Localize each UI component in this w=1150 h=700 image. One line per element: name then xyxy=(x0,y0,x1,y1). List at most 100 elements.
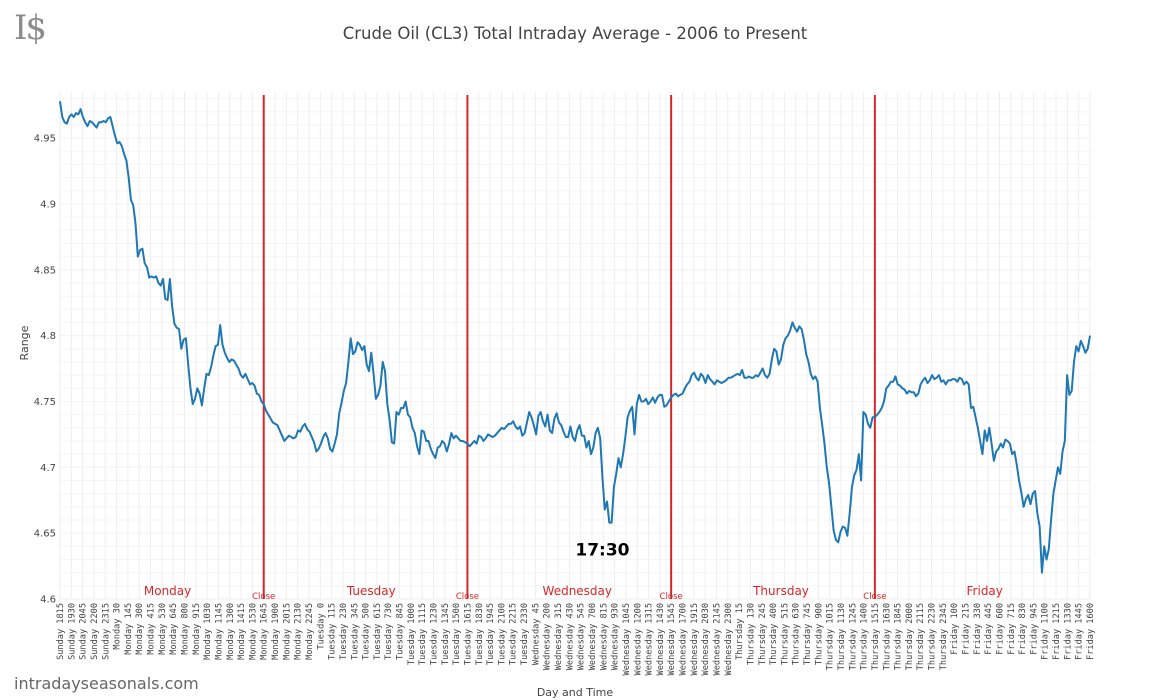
x-tick-label: Wednesday 2145 xyxy=(712,603,722,675)
y-tick-label: 4.75 xyxy=(34,397,56,408)
x-tick-label: Monday 800 xyxy=(181,603,191,655)
x-tick-label: Monday 1145 xyxy=(214,603,224,660)
y-tick-label: 4.85 xyxy=(34,265,56,276)
x-tick-label: Thursday 1630 xyxy=(882,603,892,670)
x-tick-label: Friday 215 xyxy=(961,603,971,655)
x-tick-label: Monday 645 xyxy=(169,603,179,655)
x-tick-label: Sunday 2200 xyxy=(90,603,100,660)
x-tick-label: Monday 2245 xyxy=(305,603,315,660)
x-tick-label: Thursday 630 xyxy=(792,603,802,665)
x-tick-label: Tuesday 1230 xyxy=(430,603,440,665)
x-tick-label: Tuesday 2330 xyxy=(520,603,530,665)
x-tick-label: Thursday 515 xyxy=(780,603,790,665)
close-marker-label: Close xyxy=(863,592,886,602)
day-label: Friday xyxy=(967,584,1003,598)
close-marker-label: Close xyxy=(660,592,683,602)
x-tick-label: Tuesday 1500 xyxy=(452,603,462,665)
x-tick-label: Friday 1445 xyxy=(1075,603,1085,660)
y-tick-label: 4.8 xyxy=(40,331,56,342)
x-tick-label: Monday 415 xyxy=(147,603,157,655)
day-label: Thursday xyxy=(752,584,809,598)
x-tick-label: Friday 1100 xyxy=(1041,603,1051,660)
x-tick-label: Thursday 2345 xyxy=(939,603,949,670)
x-tick-label: Friday 445 xyxy=(984,603,994,655)
y-tick-label: 4.65 xyxy=(34,529,56,540)
x-tick-label: Tuesday 1945 xyxy=(486,603,496,665)
x-tick-label: Tuesday 345 xyxy=(350,603,360,660)
x-tick-label: Sunday 2045 xyxy=(79,603,89,660)
close-markers xyxy=(262,95,876,599)
chart-title: Crude Oil (CL3) Total Intraday Average -… xyxy=(342,24,808,43)
x-tick-label: Tuesday 1115 xyxy=(418,603,428,665)
x-tick-label: Monday 1900 xyxy=(271,603,281,660)
x-tick-label: Sunday 1930 xyxy=(67,603,77,660)
x-tick-label: Thursday 400 xyxy=(769,603,779,665)
x-tick-label: Wednesday 1045 xyxy=(622,603,632,675)
x-tick-label: Tuesday 500 xyxy=(362,603,372,660)
x-tick-label: Monday 1300 xyxy=(226,603,236,660)
x-tick-label: Wednesday 545 xyxy=(577,603,587,670)
y-tick-label: 4.7 xyxy=(40,463,56,474)
x-tick-label: Thursday 1400 xyxy=(860,603,870,670)
x-tick-label: Thursday 900 xyxy=(814,603,824,665)
x-tick-label: Thursday 1515 xyxy=(871,603,881,670)
day-label: Monday xyxy=(144,584,191,598)
x-tick-label: Tuesday 615 xyxy=(373,603,383,660)
x-tick-label: Monday 1530 xyxy=(248,603,258,660)
x-tick-label: Tuesday 1345 xyxy=(441,603,451,665)
x-tick-label: Thursday 2000 xyxy=(905,603,915,670)
x-tick-label: Tuesday 115 xyxy=(328,603,338,660)
x-tick-label: Wednesday 2300 xyxy=(724,603,734,675)
close-marker-label: Close xyxy=(456,592,479,602)
x-tick-label: Thursday 130 xyxy=(746,603,756,665)
x-tick-label: Thursday 15 xyxy=(735,603,745,660)
x-tick-label: Tuesday 230 xyxy=(339,603,349,660)
x-tick-label: Wednesday 1915 xyxy=(690,603,700,675)
y-tick-label: 4.9 xyxy=(40,199,56,210)
x-tick-label: Thursday 1245 xyxy=(848,603,858,670)
x-tick-label: Tuesday 1615 xyxy=(463,603,473,665)
x-axis-ticks: Sunday 1815 Sunday 1930 Sunday 2045 Sunday … xyxy=(56,603,1096,675)
x-tick-label: Wednesday 1430 xyxy=(656,603,666,675)
x-tick-label: Sunday 2315 xyxy=(101,603,111,660)
x-tick-label: Monday 530 xyxy=(158,603,168,655)
x-tick-label: Friday 1330 xyxy=(1063,603,1073,660)
logo: I$ xyxy=(14,8,47,48)
x-tick-label: Friday 715 xyxy=(1007,603,1017,655)
x-tick-label: Wednesday 1200 xyxy=(633,603,643,675)
x-tick-label: Thursday 245 xyxy=(758,603,768,665)
x-tick-label: Thursday 1015 xyxy=(826,603,836,670)
x-tick-label: Friday 330 xyxy=(973,603,983,655)
x-tick-label: Wednesday 315 xyxy=(554,603,564,670)
x-tick-label: Monday 2015 xyxy=(282,603,292,660)
x-tick-label: Wednesday 1700 xyxy=(679,603,689,675)
chart-labels: Close Close Close Close Monday Tuesday Wednesd… xyxy=(144,540,1003,602)
y-axis-title: Range xyxy=(18,325,31,360)
x-tick-label: Wednesday 45 xyxy=(531,603,541,665)
x-tick-label: Monday 915 xyxy=(192,603,202,655)
series-line xyxy=(59,101,1091,574)
x-tick-label: Friday 100 xyxy=(950,603,960,655)
x-tick-label: Wednesday 200 xyxy=(543,603,553,670)
site-watermark: intradayseasonals.com xyxy=(14,674,199,693)
x-tick-label: Friday 600 xyxy=(995,603,1005,655)
y-axis-ticks: 4.6 4.65 4.7 4.75 4.8 4.85 4.9 4.95 xyxy=(34,134,56,606)
x-tick-label: Wednesday 1315 xyxy=(645,603,655,675)
x-tick-label: Wednesday 700 xyxy=(588,603,598,670)
annotation-label: 17:30 xyxy=(575,540,629,560)
x-tick-label: Tuesday 1000 xyxy=(407,603,417,665)
day-label: Tuesday xyxy=(346,584,396,598)
y-tick-label: 4.95 xyxy=(34,134,56,145)
x-tick-label: Friday 945 xyxy=(1029,603,1039,655)
x-tick-label: Monday 2130 xyxy=(294,603,304,660)
x-tick-label: Thursday 1130 xyxy=(837,603,847,670)
x-tick-label: Monday 1030 xyxy=(203,603,213,660)
x-tick-label: Tuesday 2215 xyxy=(509,603,519,665)
x-tick-label: Monday 30 xyxy=(113,603,123,650)
x-tick-label: Monday 1645 xyxy=(260,603,270,660)
x-tick-label: Friday 830 xyxy=(1018,603,1028,655)
x-tick-label: Thursday 2230 xyxy=(928,603,938,670)
y-tick-label: 4.6 xyxy=(40,595,56,606)
x-tick-label: Wednesday 430 xyxy=(565,603,575,670)
